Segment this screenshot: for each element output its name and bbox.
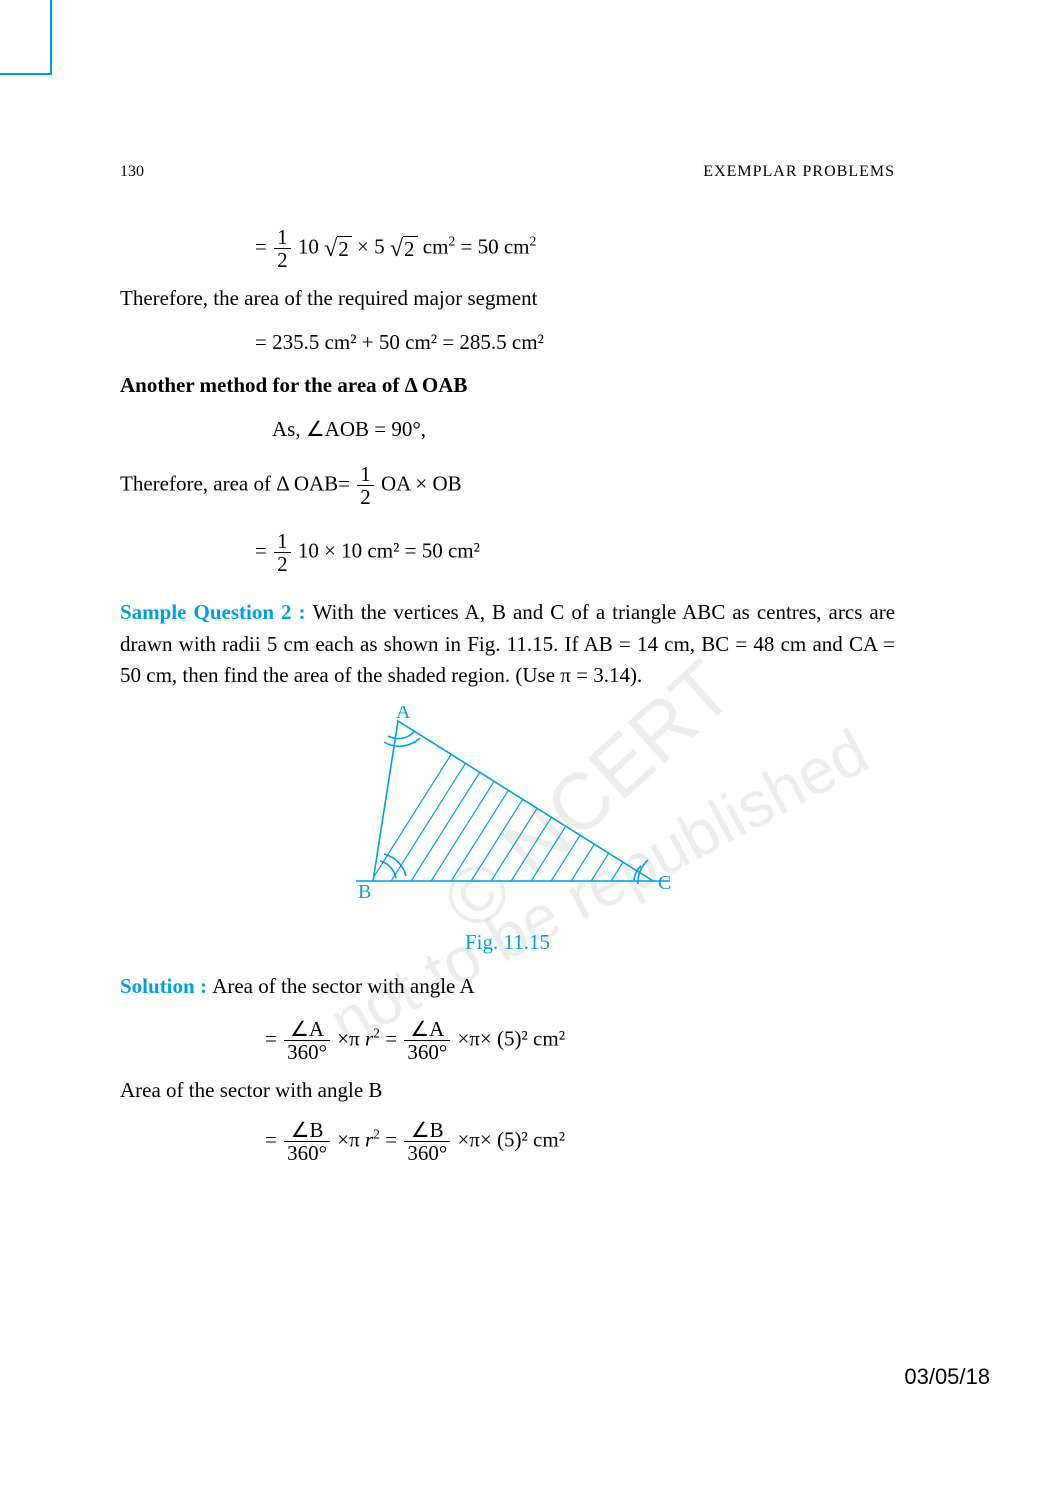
triangle-diagram: A B C [338,706,678,916]
equation-3: As, ∠AOB = 90°, [120,414,895,446]
eq1-den: 2 [274,249,291,271]
eq1-prefix: = [255,234,272,258]
para2-b: OA × OB [381,471,462,495]
equation-5: = ∠A 360° ×π r2 = ∠A 360° ×π× (5)² cm² [120,1018,895,1063]
eq5-frac1: ∠A 360° [284,1018,330,1063]
footer-date: 03/05/18 [904,1364,990,1390]
para2-frac: 1 2 [357,463,374,508]
eq6-f2-den: 360° [404,1142,450,1164]
page-rule-horizontal [0,73,52,75]
para-sector-b: Area of the sector with angle B [120,1075,895,1107]
eq4-frac: 1 2 [274,530,291,575]
eq6-frac1: ∠B 360° [284,1119,330,1164]
eq1-num: 1 [274,226,291,249]
equation-6: = ∠B 360° ×π r2 = ∠B 360° ×π× (5)² cm² [120,1119,895,1164]
para-area-oab: Therefore, area of Δ OAB= 1 2 OA × OB [120,463,895,508]
eq5-f2-num: ∠A [404,1018,450,1041]
eq4-body: 10 × 10 cm² = 50 cm² [298,539,480,563]
eq5-frac2: ∠A 360° [404,1018,450,1063]
eq6-prefix: = [265,1127,282,1151]
eq6-frac2: ∠B 360° [404,1119,450,1164]
figure-11-15: A B C Fig. 11.15 [120,706,895,959]
eq1-sqrt-a: √2 [324,231,352,267]
figure-caption: Fig. 11.15 [120,927,895,959]
eq1-sqrt-b-arg: 2 [403,236,418,261]
eq1-result: = 50 cm [461,234,530,258]
eq6-eq: = [385,1127,402,1151]
eq5-f2-den: 360° [404,1041,450,1063]
sample-q-label: Sample Question 2 : [120,600,313,624]
para2-num: 1 [357,463,374,486]
eq4-num: 1 [274,530,291,553]
eq5-mid1: ×π [337,1027,365,1051]
eq6-r: r [365,1127,373,1151]
fig-label-a: A [396,706,411,723]
eq6-f1-num: ∠B [284,1119,330,1142]
para2-den: 2 [357,486,374,508]
equation-1: = 1 2 10 √2 × 5 √2 cm2 = 50 cm2 [120,226,895,271]
eq6-f1-den: 360° [284,1142,330,1164]
heading-another-method: Another method for the area of Δ OAB [120,370,895,402]
solution-label: Solution : [120,974,212,998]
eq5-f1-den: 360° [284,1041,330,1063]
eq1-sqrt-b: √2 [390,231,418,267]
fig-label-c: C [658,872,671,894]
eq1-frac: 1 2 [274,226,291,271]
eq1-coef-a: 10 [298,234,319,258]
eq5-prefix: = [265,1027,282,1051]
eq1-cm1: cm [423,234,449,258]
equation-2: = 235.5 cm² + 50 cm² = 285.5 cm² [120,327,895,359]
eq5-mid2: ×π× (5)² cm² [457,1027,565,1051]
eq1-sqrt-a-arg: 2 [337,236,352,261]
eq5-eq: = [385,1027,402,1051]
solution-line: Solution : Area of the sector with angle… [120,971,895,1003]
para2-a: Therefore, area of Δ OAB= [120,471,355,495]
eq6-mid2: ×π× (5)² cm² [457,1127,565,1151]
para-major-segment: Therefore, the area of the required majo… [120,283,895,315]
equation-4: = 1 2 10 × 10 cm² = 50 cm² [120,530,895,575]
page-rule-vertical [50,0,52,75]
header-title: EXEMPLAR PROBLEMS [703,160,895,184]
fig-label-b: B [358,881,371,903]
eq4-prefix: = [255,539,272,563]
page-content: 130 EXEMPLAR PROBLEMS = 1 2 10 √2 × 5 √2… [120,160,895,1172]
eq6-f2-num: ∠B [404,1119,450,1142]
solution-body: Area of the sector with angle A [212,974,474,998]
eq4-den: 2 [274,553,291,575]
eq5-r: r [365,1027,373,1051]
sample-question-2: Sample Question 2 : With the vertices A,… [120,597,895,692]
eq1-mid: × 5 [357,234,385,258]
page-header: 130 EXEMPLAR PROBLEMS [120,160,895,184]
page-number: 130 [120,160,144,184]
eq5-f1-num: ∠A [284,1018,330,1041]
eq6-mid1: ×π [337,1127,365,1151]
